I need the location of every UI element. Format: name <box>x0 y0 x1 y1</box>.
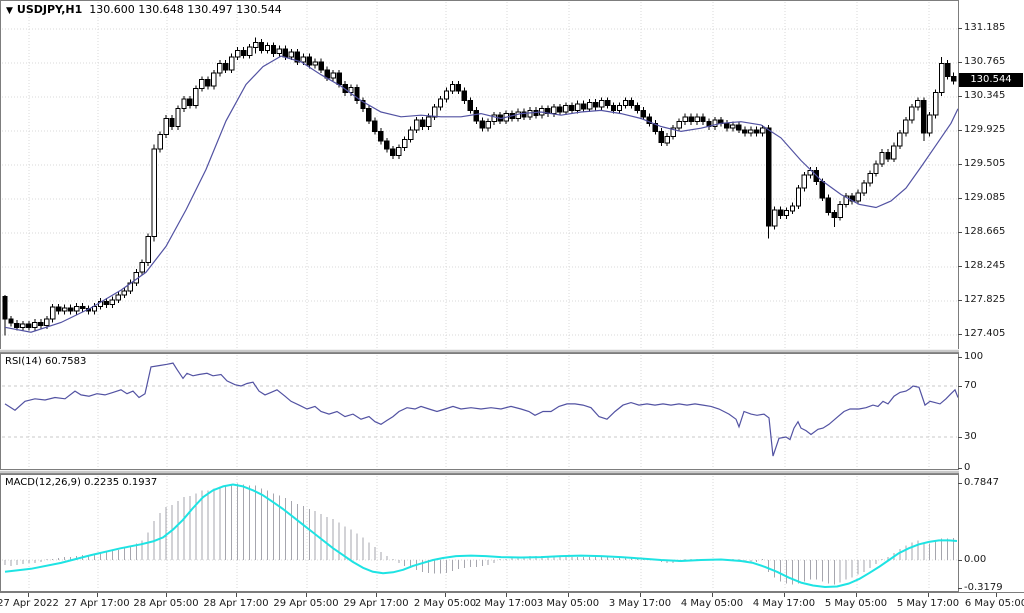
axis-tick <box>958 468 962 469</box>
time-axis-tick <box>640 593 641 597</box>
price-axis[interactable]: 130.544 131.185 130.765 130.345 129.925 129.… <box>958 0 1024 593</box>
rsi-indicator-label: RSI(14) 60.7583 <box>5 356 87 367</box>
time-axis-tick <box>306 593 307 597</box>
symbol-period-label: USDJPY,H1 <box>16 3 83 16</box>
axis-tick <box>958 357 962 358</box>
time-axis-tick <box>712 593 713 597</box>
price-axis-label: 129.085 <box>964 192 1006 203</box>
price-axis-label: 128.665 <box>964 226 1006 237</box>
time-label: 6 May 05:00 <box>964 598 1024 609</box>
ohlc-quotes: 130.600 130.648 130.497 130.544 <box>89 3 282 16</box>
macd-axis-label: 0.7847 <box>964 477 999 488</box>
price-panel <box>0 0 959 350</box>
axis-tick <box>958 588 962 589</box>
time-axis-tick <box>928 593 929 597</box>
time-label: 29 Apr 05:00 <box>273 598 339 609</box>
time-axis-tick <box>445 593 446 597</box>
panel-separator[interactable] <box>0 470 959 474</box>
macd-axis-label: -0.3179 <box>964 582 1003 593</box>
time-label: 5 May 05:00 <box>824 598 888 609</box>
rsi-chart-canvas[interactable] <box>1 354 958 469</box>
time-axis-tick <box>568 593 569 597</box>
time-label: 4 May 05:00 <box>680 598 744 609</box>
panel-separator[interactable] <box>0 349 959 353</box>
time-label: 28 Apr 05:00 <box>133 598 199 609</box>
axis-tick <box>958 386 962 387</box>
time-axis-tick <box>236 593 237 597</box>
axis-tick <box>958 266 962 267</box>
axis-tick <box>958 334 962 335</box>
axis-tick <box>958 28 962 29</box>
price-axis-label: 127.405 <box>964 328 1006 339</box>
macd-indicator-label: MACD(12,26,9) 0.2235 0.1937 <box>5 477 158 488</box>
axis-tick <box>958 96 962 97</box>
axis-tick <box>958 198 962 199</box>
axis-tick <box>958 232 962 233</box>
time-axis-tick <box>784 593 785 597</box>
time-axis[interactable]: 27 Apr 2022 27 Apr 17:00 28 Apr 05:00 28 Ap… <box>0 592 1024 613</box>
macd-panel <box>0 474 959 592</box>
time-label: 5 May 17:00 <box>896 598 960 609</box>
axis-tick <box>958 437 962 438</box>
time-axis-tick <box>376 593 377 597</box>
price-axis-label: 130.765 <box>964 56 1006 67</box>
rsi-axis-label: 0 <box>964 462 971 473</box>
current-price-tag: 130.544 <box>959 73 1023 87</box>
price-axis-label: 130.345 <box>964 90 1006 101</box>
axis-tick <box>958 560 962 561</box>
time-label: 4 May 17:00 <box>752 598 816 609</box>
axis-tick <box>958 300 962 301</box>
time-axis-tick <box>506 593 507 597</box>
time-label: 29 Apr 17:00 <box>343 598 409 609</box>
chart-title: ▼ USDJPY,H1 130.600 130.648 130.497 130.5… <box>6 3 282 16</box>
axis-tick <box>958 483 962 484</box>
axis-tick <box>958 164 962 165</box>
time-label: 2 May 05:00 <box>413 598 477 609</box>
time-label: 3 May 17:00 <box>608 598 672 609</box>
price-axis-label: 129.925 <box>964 124 1006 135</box>
time-axis-tick <box>166 593 167 597</box>
axis-tick <box>958 62 962 63</box>
time-label: 28 Apr 17:00 <box>203 598 269 609</box>
time-label: 2 May 17:00 <box>474 598 538 609</box>
time-axis-tick <box>856 593 857 597</box>
time-label: 3 May 05:00 <box>536 598 600 609</box>
symbol-dropdown-icon[interactable]: ▼ <box>6 6 13 16</box>
price-axis-label: 127.825 <box>964 294 1006 305</box>
macd-axis-label: 0.00 <box>964 554 987 565</box>
time-axis-tick <box>28 593 29 597</box>
price-chart-canvas[interactable] <box>1 1 958 349</box>
time-label: 27 Apr 2022 <box>0 598 59 609</box>
axis-tick <box>958 130 962 131</box>
price-axis-label: 128.245 <box>964 260 1006 271</box>
time-label: 27 Apr 17:00 <box>64 598 130 609</box>
time-axis-tick <box>996 593 997 597</box>
price-axis-label: 129.505 <box>964 158 1006 169</box>
rsi-axis-label: 30 <box>964 431 977 442</box>
price-axis-label: 131.185 <box>964 22 1006 33</box>
rsi-axis-label: 100 <box>964 351 984 362</box>
rsi-panel <box>0 353 959 470</box>
time-axis-tick <box>97 593 98 597</box>
macd-chart-canvas[interactable] <box>1 475 958 591</box>
rsi-axis-label: 70 <box>964 380 977 391</box>
